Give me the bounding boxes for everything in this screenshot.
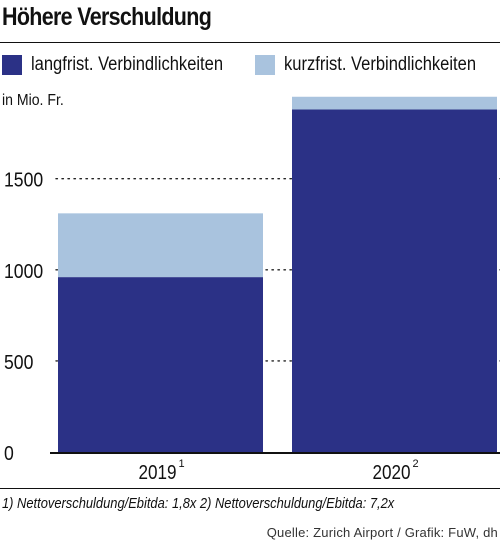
y-tick-label-500: 500 — [4, 352, 33, 374]
footnote-rule — [0, 488, 500, 489]
y-tick-label-0: 0 — [4, 443, 14, 465]
x-tick-superscript-2019: 1 — [179, 458, 185, 470]
bar-2019-short-term — [58, 213, 263, 278]
bar-2020-short-term — [292, 96, 497, 110]
source-credit: Quelle: Zurich Airport / Grafik: FuW, dh — [266, 525, 498, 540]
x-tick-label-2020: 2020 — [373, 462, 411, 484]
y-tick-label-1500: 1500 — [4, 170, 43, 192]
unit-label: in Mio. Fr. — [2, 92, 64, 109]
legend-swatch-long-term — [2, 55, 22, 75]
bar-2020-long-term — [292, 109, 497, 453]
x-tick-label-2019: 2019 — [139, 462, 177, 484]
title-rule — [0, 42, 500, 43]
y-tick-label-1000: 1000 — [4, 261, 43, 283]
legend-item-long-term: langfrist. Verbindlichkeiten — [2, 54, 252, 76]
legend: langfrist. Verbindlichkeiten kurzfrist. … — [0, 54, 500, 80]
legend-swatch-short-term — [255, 55, 275, 75]
legend-label-long-term: langfrist. Verbindlichkeiten — [31, 54, 224, 75]
chart-title: Höhere Verschuldung — [2, 3, 212, 31]
x-tick-superscript-2020: 2 — [413, 458, 419, 470]
footnotes: 1) Nettoverschuldung/Ebitda: 1,8x 2) Net… — [2, 495, 395, 512]
legend-item-short-term: kurzfrist. Verbindlichkeiten — [255, 54, 500, 76]
bar-2019-long-term — [58, 277, 263, 452]
legend-label-short-term: kurzfrist. Verbindlichkeiten — [284, 54, 477, 75]
